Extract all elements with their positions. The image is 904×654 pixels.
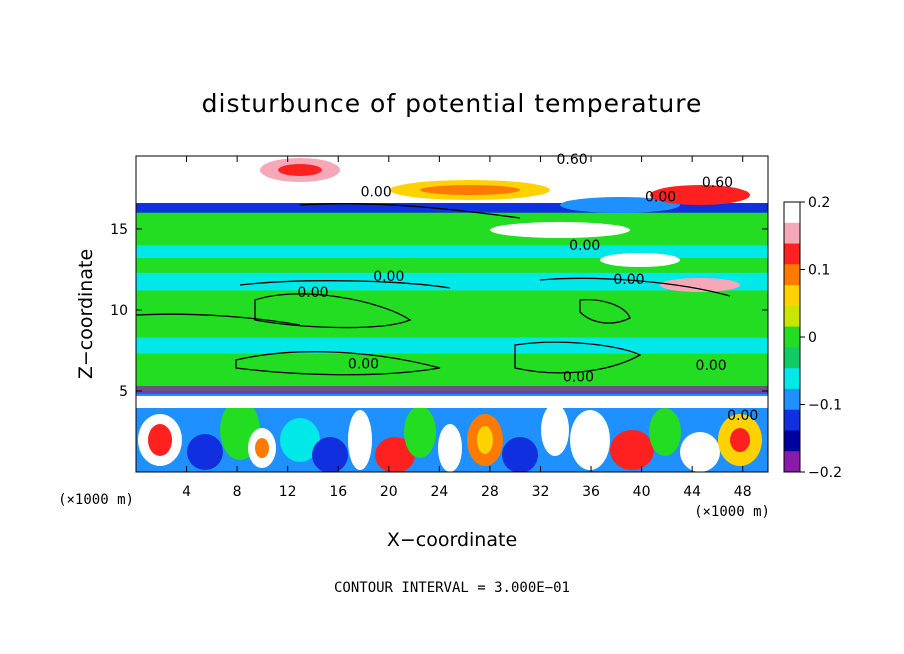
contour-label: 0.00 (696, 358, 727, 374)
colorbar-tick-label: −0.1 (808, 398, 842, 414)
x-tick-label: 44 (683, 484, 701, 500)
colorbar-tick-label: 0.2 (808, 195, 830, 211)
chart-title: disturbunce of potential temperature (202, 89, 703, 118)
contour-label: 0.00 (563, 369, 594, 385)
colorbar-segment (784, 222, 800, 245)
contour-label: 0.00 (569, 238, 600, 254)
colorbar-segment (784, 285, 800, 307)
upper-turbulence (260, 158, 750, 292)
colorbar-segment (784, 264, 800, 286)
colorbar-tick-label: −0.2 (808, 465, 842, 481)
x-tick-label: 12 (279, 484, 297, 500)
contour-labels: 0.00 0.00 0.00 0.00 0.00 0.00 0.00 0.00 0.00 0.00… (297, 152, 758, 424)
x-tick-label: 20 (380, 484, 398, 500)
x-axis-label: X−coordinate (387, 529, 517, 551)
band-2 (136, 353, 768, 391)
x-tick-label: 16 (329, 484, 347, 500)
band-3 (136, 337, 768, 354)
y-tick-label: 10 (110, 303, 128, 319)
contour-label: 0.00 (727, 408, 758, 424)
band-8 (136, 212, 768, 246)
colorbar-segment (784, 243, 800, 265)
colorbar-segment (784, 347, 800, 369)
band-7 (136, 245, 768, 259)
x-tick-label: 48 (734, 484, 752, 500)
colorbar-segment (784, 305, 800, 328)
contour-label: 0.00 (613, 272, 644, 288)
contour-label: 0.00 (373, 269, 404, 285)
colorbar-segment (784, 368, 800, 390)
contour-label: 0.00 (361, 185, 392, 201)
colorbar-segment (784, 202, 800, 224)
contour-label: 0.60 (556, 152, 587, 168)
x-unit-left: (×1000 m) (58, 492, 134, 508)
band-9 (136, 202, 768, 213)
colorbar-segment (784, 388, 800, 411)
y-axis-label: Z−coordinate (75, 249, 97, 379)
y-tick-label: 5 (119, 384, 128, 400)
y-tick-label: 15 (110, 222, 128, 238)
y-axis-ticks: 5 10 15 (110, 222, 768, 400)
colorbar-tick-label: 0 (808, 330, 817, 346)
x-tick-label: 4 (182, 484, 191, 500)
colorbar-segment (784, 430, 800, 452)
x-tick-label: 28 (481, 484, 499, 500)
colorbar-segment (784, 326, 800, 348)
x-unit-right: (×1000 m) (694, 504, 770, 520)
colorbar-segment (784, 451, 800, 473)
x-tick-label: 24 (430, 484, 448, 500)
colorbar-segment (784, 409, 800, 431)
contour-interval-text: CONTOUR INTERVAL = 3.000E−01 (334, 580, 570, 596)
x-tick-label: 8 (233, 484, 242, 500)
contour-lines (136, 203, 731, 376)
colorbar (783, 201, 801, 473)
colorbar-tick-label: 0.1 (808, 263, 830, 279)
contour-label: 0.60 (702, 175, 733, 191)
x-axis-ticks: 4 8 12 16 20 24 28 32 36 40 44 48 (182, 156, 752, 500)
horizontal-bands (136, 156, 768, 408)
band-4 (136, 290, 768, 338)
colorbar-ticks: 0.2 0.1 0 −0.1 −0.2 (800, 195, 842, 481)
band-5 (136, 272, 768, 291)
contour-label: 0.00 (348, 356, 379, 372)
x-tick-label: 36 (582, 484, 600, 500)
plot-field (136, 156, 768, 472)
lower-turbulence (136, 386, 768, 472)
x-tick-label: 32 (532, 484, 550, 500)
contour-label: 0.00 (645, 189, 676, 205)
plot-frame (135, 155, 769, 473)
x-tick-label: 40 (633, 484, 651, 500)
contour-label: 0.00 (297, 285, 328, 301)
